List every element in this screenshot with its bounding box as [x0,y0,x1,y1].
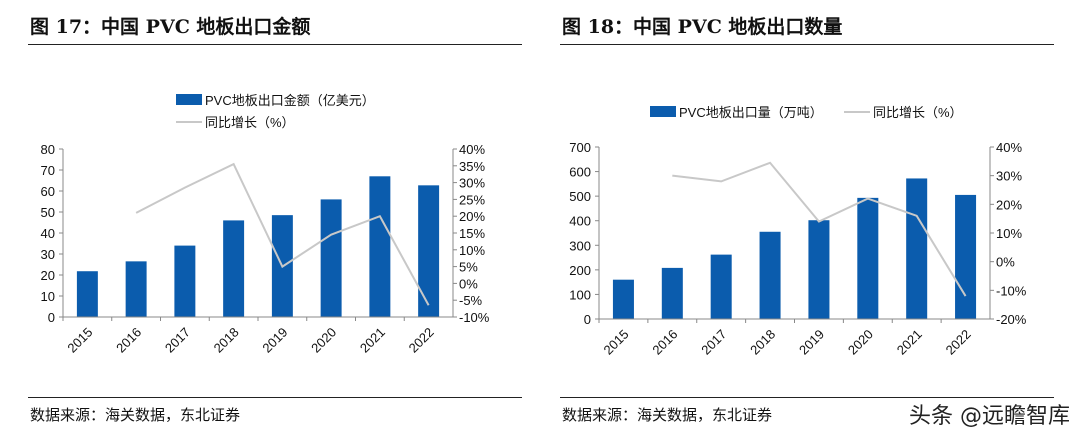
y2-tick-label: -10% [459,310,490,325]
x-tick-label: 2018 [211,325,242,356]
y2-tick-label: 10% [459,243,485,258]
y-tick-label: 30 [41,247,55,262]
bar [710,254,732,319]
y2-tick-label: -20% [996,312,1027,327]
x-tick-label: 2015 [601,327,632,358]
x-tick-label: 2019 [796,327,827,358]
y2-tick-label: 30% [459,176,485,191]
chart-export-value: PVC地板出口金额（亿美元） 同比增长（%） 0 10 20 30 40 50 60 70 80 -1… [41,93,490,356]
y2-tick-label: 20% [459,209,485,224]
x-tick-label: 2019 [259,325,290,356]
source-note: 数据来源：海关数据，东北证券 [562,406,773,424]
y-tick-label: 0 [48,310,55,325]
y2-tick-label: 30% [996,169,1022,184]
x-tick-label: 2016 [113,325,144,356]
bar [125,261,147,317]
legend-line-label: 同比增长（%） [873,105,963,120]
x-tick-label: 2020 [308,325,339,356]
bar [76,271,98,317]
y2-tick-label: 5% [459,260,478,275]
y-tick-label: 600 [569,165,591,180]
y-tick-label: 70 [41,163,55,178]
y2-tick-label: -10% [996,283,1027,298]
bar [418,185,440,317]
bar [808,220,830,319]
x-tick-label: 2021 [357,325,388,356]
legend-line-label: 同比增长（%） [205,115,295,130]
x-tick-label: 2022 [943,327,974,358]
bar [320,199,342,317]
y2-tick-label: 10% [996,226,1022,241]
y-tick-label: 500 [569,189,591,204]
legend-bar-label: PVC地板出口量（万吨） [679,105,823,120]
bar [906,178,928,319]
bar [955,194,977,319]
x-tick-label: 2021 [894,327,925,358]
y-tick-label: 10 [41,289,55,304]
growth-line [135,162,430,306]
source-divider [560,397,1054,398]
y2-tick-label: 40% [996,140,1022,155]
y-tick-label: 700 [569,140,591,155]
x-tick-label: 2017 [698,327,729,358]
figure-title-17: 图 17：中国 PVC 地板出口金额 [30,16,311,38]
growth-line [672,161,967,297]
bar [759,231,781,319]
y-tick-label: 40 [41,226,55,241]
bar [857,197,879,319]
x-tick-label: 2022 [406,325,437,356]
y-tick-label: 300 [569,238,591,253]
bar [223,220,245,317]
y-tick-label: 20 [41,268,55,283]
bar [612,279,634,319]
watermark: 头条 @远瞻智库 [909,404,1070,429]
y-tick-label: 80 [41,142,55,157]
chart-export-volume: PVC地板出口量（万吨） 同比增长（%） 0 100 200 300 400 500 600 70… [569,105,1027,358]
bar [661,267,683,319]
y2-tick-label: 40% [459,142,485,157]
figure-title-18: 图 18：中国 PVC 地板出口数量 [562,16,843,38]
y2-tick-label: 15% [459,226,485,241]
x-tick-label: 2017 [162,325,193,356]
source-note: 数据来源：海关数据，东北证券 [30,406,241,424]
y2-tick-label: 0% [996,255,1015,270]
y2-tick-label: 25% [459,192,485,207]
x-tick-label: 2018 [747,327,778,358]
legend-bar-swatch [650,106,676,117]
title-divider [560,44,1054,45]
y-tick-label: 200 [569,263,591,278]
y-tick-label: 100 [569,287,591,302]
source-divider [28,397,522,398]
x-tick-label: 2016 [649,327,680,358]
bar [174,245,196,317]
legend-bar-swatch [176,94,202,105]
y2-tick-label: 20% [996,197,1022,212]
x-tick-label: 2015 [64,325,95,356]
legend-bar-label: PVC地板出口金额（亿美元） [205,93,375,108]
y-tick-label: 0 [584,312,591,327]
y-tick-label: 50 [41,205,55,220]
x-tick-label: 2020 [845,327,876,358]
y2-tick-label: -5% [459,293,483,308]
y2-tick-label: 35% [459,159,485,174]
y-tick-label: 400 [569,214,591,229]
bar [369,176,391,317]
y2-tick-label: 0% [459,276,478,291]
title-divider [28,44,522,45]
y-tick-label: 60 [41,184,55,199]
